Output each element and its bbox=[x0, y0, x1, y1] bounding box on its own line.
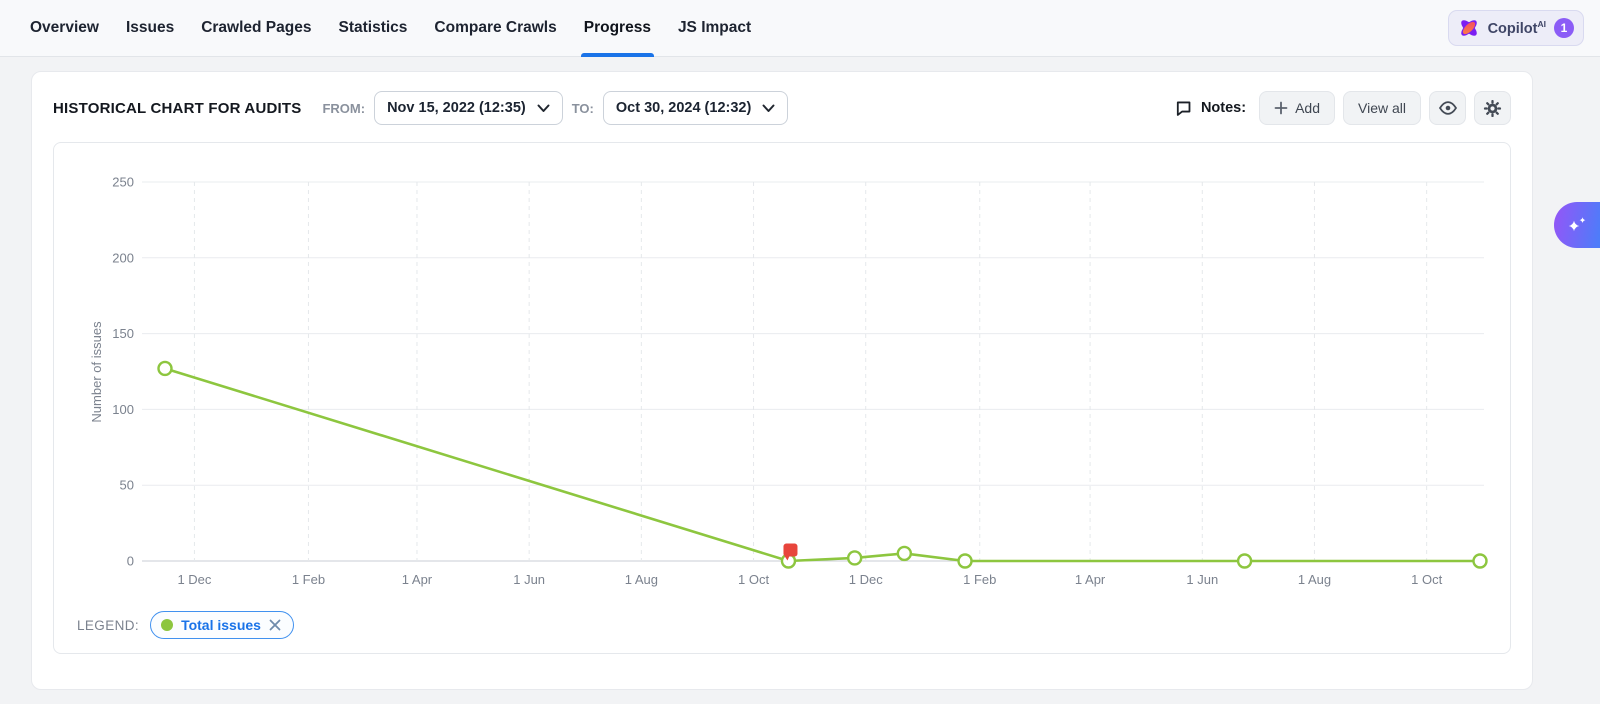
notes-label: Notes: bbox=[1200, 100, 1247, 116]
x-tick-label: 1 Aug bbox=[1298, 572, 1331, 587]
note-marker-tail bbox=[784, 556, 790, 561]
series-line-total-issues bbox=[164, 367, 1480, 563]
copilot-button[interactable]: CopilotAI 1 bbox=[1447, 10, 1584, 46]
history-chart-svg: 0 50 100 150 200 250 1 Dec 1 Feb 1 Apr 1 Jun 1 Aug… bbox=[89, 175, 1488, 587]
x-tick-label: 1 Oct bbox=[1411, 572, 1442, 587]
x-tick-label: 1 Feb bbox=[963, 572, 996, 587]
notes-group: Notes: bbox=[1174, 99, 1246, 118]
y-tick-label: 0 bbox=[127, 554, 134, 569]
toggle-notes-visibility-button[interactable] bbox=[1429, 91, 1466, 125]
data-point[interactable] bbox=[1472, 553, 1488, 569]
tab-crawled-pages[interactable]: Crawled Pages bbox=[201, 19, 312, 36]
historical-chart-card: HISTORICAL CHART FOR AUDITS FROM: Nov 15… bbox=[31, 71, 1533, 690]
to-date-dropdown[interactable]: Oct 30, 2024 (12:32) bbox=[602, 91, 789, 125]
tab-statistics[interactable]: Statistics bbox=[338, 19, 408, 36]
x-tick-label: 1 Jun bbox=[1186, 572, 1218, 587]
to-label: TO: bbox=[571, 100, 594, 116]
copilot-badge: 1 bbox=[1554, 18, 1574, 38]
note-marker[interactable] bbox=[783, 543, 798, 557]
data-point[interactable] bbox=[157, 360, 173, 377]
tab-overview[interactable]: Overview bbox=[30, 19, 99, 36]
header-left: HISTORICAL CHART FOR AUDITS FROM: Nov 15… bbox=[53, 91, 789, 125]
page-title: HISTORICAL CHART FOR AUDITS bbox=[53, 99, 302, 117]
chart-box: 0 50 100 150 200 250 1 Dec 1 Feb 1 Apr 1 Jun 1 Aug… bbox=[53, 142, 1511, 654]
y-axis-title: Number of issues bbox=[89, 321, 104, 423]
copilot-logo-icon bbox=[1458, 17, 1480, 39]
sparkles-icon bbox=[1564, 212, 1590, 238]
legend-row: LEGEND: Total issues bbox=[77, 611, 294, 639]
x-tick-label: 1 Apr bbox=[402, 572, 433, 587]
eye-icon bbox=[1438, 98, 1458, 118]
from-date-value: Nov 15, 2022 (12:35) bbox=[387, 100, 526, 116]
chevron-down-icon bbox=[537, 104, 550, 113]
data-point[interactable] bbox=[896, 545, 913, 562]
header-right: Notes: Add View all bbox=[1174, 91, 1511, 125]
to-date-value: Oct 30, 2024 (12:32) bbox=[615, 100, 752, 116]
tab-issues[interactable]: Issues bbox=[125, 19, 175, 36]
x-tick-label: 1 Dec bbox=[849, 572, 883, 587]
y-tick-label: 250 bbox=[112, 175, 134, 190]
view-all-notes-button[interactable]: View all bbox=[1343, 91, 1421, 125]
tab-progress[interactable]: Progress bbox=[580, 0, 655, 57]
tab-js-impact[interactable]: JS Impact bbox=[677, 19, 752, 36]
ai-assistant-button[interactable] bbox=[1554, 202, 1600, 248]
close-icon[interactable] bbox=[269, 619, 281, 631]
chart-settings-button[interactable] bbox=[1474, 91, 1511, 125]
x-tick-label: 1 Apr bbox=[1075, 572, 1106, 587]
legend-item-total-issues[interactable]: Total issues bbox=[150, 611, 294, 639]
data-point[interactable] bbox=[957, 553, 973, 569]
add-note-button[interactable]: Add bbox=[1259, 91, 1335, 125]
gear-icon bbox=[1483, 99, 1502, 118]
tab-compare-crawls[interactable]: Compare Crawls bbox=[434, 19, 557, 36]
x-tick-label: 1 Aug bbox=[625, 572, 658, 587]
series-color-dot bbox=[161, 619, 174, 631]
copilot-wrap: CopilotAI 1 bbox=[1447, 0, 1584, 56]
y-tick-label: 150 bbox=[112, 326, 134, 341]
view-all-label: View all bbox=[1358, 100, 1406, 116]
x-tick-label: 1 Feb bbox=[292, 572, 325, 587]
legend-label: LEGEND: bbox=[77, 617, 140, 633]
x-tick-label: 1 Dec bbox=[177, 572, 211, 587]
from-label: FROM: bbox=[322, 100, 366, 116]
data-point[interactable] bbox=[846, 550, 863, 566]
data-point[interactable] bbox=[1236, 553, 1253, 569]
y-tick-label: 200 bbox=[112, 250, 134, 265]
card-header: HISTORICAL CHART FOR AUDITS FROM: Nov 15… bbox=[32, 72, 1532, 142]
top-navigation-bar: Overview Issues Crawled Pages Statistics Com… bbox=[0, 0, 1600, 57]
copilot-label: CopilotAI bbox=[1487, 19, 1546, 37]
top-tabs: Overview Issues Crawled Pages Statistics Com… bbox=[30, 0, 752, 57]
x-tick-label: 1 Jun bbox=[513, 572, 545, 587]
from-date-dropdown[interactable]: Nov 15, 2022 (12:35) bbox=[374, 91, 563, 125]
x-tick-label: 1 Oct bbox=[738, 572, 769, 587]
add-note-label: Add bbox=[1295, 100, 1320, 116]
comment-icon bbox=[1174, 99, 1193, 118]
y-tick-label: 100 bbox=[112, 402, 134, 417]
y-tick-label: 50 bbox=[120, 478, 134, 493]
legend-item-name: Total issues bbox=[181, 617, 261, 633]
chevron-down-icon bbox=[762, 104, 775, 113]
plus-icon bbox=[1274, 101, 1288, 115]
